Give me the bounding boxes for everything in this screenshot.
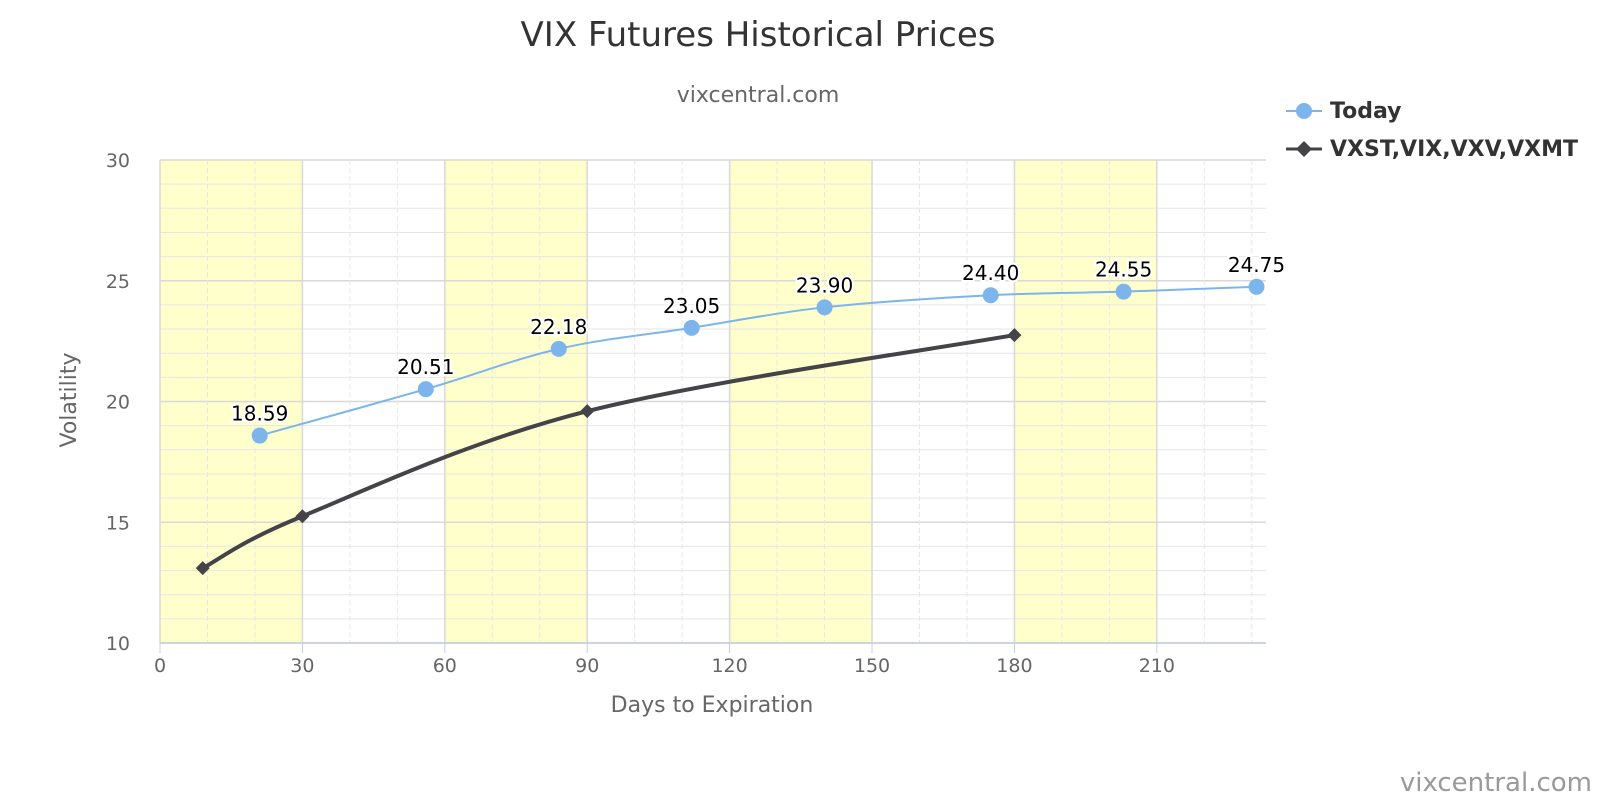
x-tick-label: 180	[996, 655, 1032, 677]
data-label: 18.59	[231, 402, 288, 426]
axes: 0 30 60 90 120 150 180 210 10 15 20 25 30	[106, 150, 1266, 677]
today-data-point[interactable]	[1248, 278, 1265, 295]
data-label: 23.05	[663, 294, 720, 318]
data-label: 22.18	[530, 315, 587, 339]
legend-diamond-marker-icon	[1286, 141, 1322, 157]
legend: Today VXST,VIX,VXV,VXMT	[1286, 92, 1578, 168]
legend-circle-marker-icon	[1286, 103, 1322, 119]
x-axis-title: Days to Expiration	[611, 693, 814, 718]
data-label: 20.51	[397, 355, 454, 379]
y-tick-label: 15	[106, 512, 130, 534]
grid	[159, 159, 1266, 644]
data-label: 24.75	[1228, 253, 1285, 277]
y-tick-label: 20	[106, 392, 130, 414]
x-tick-label: 30	[290, 655, 314, 677]
chart-title: VIX Futures Historical Prices	[521, 15, 996, 55]
today-data-point[interactable]	[1115, 283, 1132, 300]
legend-item-today[interactable]: Today	[1286, 92, 1578, 130]
x-tick-label: 120	[711, 655, 747, 677]
today-data-point[interactable]	[982, 287, 999, 304]
y-axis-title: Volatility	[57, 352, 82, 447]
data-labels: 18.59 20.51 22.18 23.05 23.90 24.40 24.55 24.75	[229, 251, 1287, 428]
today-data-point[interactable]	[550, 340, 567, 357]
chart-subtitle: vixcentral.com	[677, 83, 840, 108]
data-label: 23.90	[796, 273, 853, 297]
legend-label-today: Today	[1330, 98, 1402, 124]
watermark: vixcentral.com	[1399, 768, 1592, 798]
today-data-point[interactable]	[816, 299, 833, 316]
today-data-point[interactable]	[251, 427, 268, 444]
x-tick-label: 0	[154, 655, 166, 677]
legend-item-spot[interactable]: VXST,VIX,VXV,VXMT	[1286, 130, 1578, 168]
y-tick-label: 30	[106, 150, 130, 172]
x-tick-label: 210	[1139, 655, 1175, 677]
series-layer	[195, 278, 1265, 576]
data-label: 24.40	[962, 261, 1019, 285]
spot-data-point[interactable]	[195, 561, 210, 576]
today-data-point[interactable]	[417, 381, 434, 398]
y-tick-label: 10	[106, 633, 130, 655]
today-data-point[interactable]	[683, 319, 700, 336]
x-tick-label: 150	[854, 655, 890, 677]
spot-data-point[interactable]	[580, 404, 595, 419]
spot-data-point[interactable]	[295, 509, 310, 524]
data-label: 24.55	[1095, 258, 1152, 282]
x-tick-label: 90	[575, 655, 599, 677]
legend-label-spot: VXST,VIX,VXV,VXMT	[1330, 136, 1579, 162]
spot-vix-series-line	[201, 333, 1015, 570]
y-tick-label: 25	[106, 271, 130, 293]
x-tick-label: 60	[433, 655, 457, 677]
spot-data-point[interactable]	[1007, 328, 1022, 343]
